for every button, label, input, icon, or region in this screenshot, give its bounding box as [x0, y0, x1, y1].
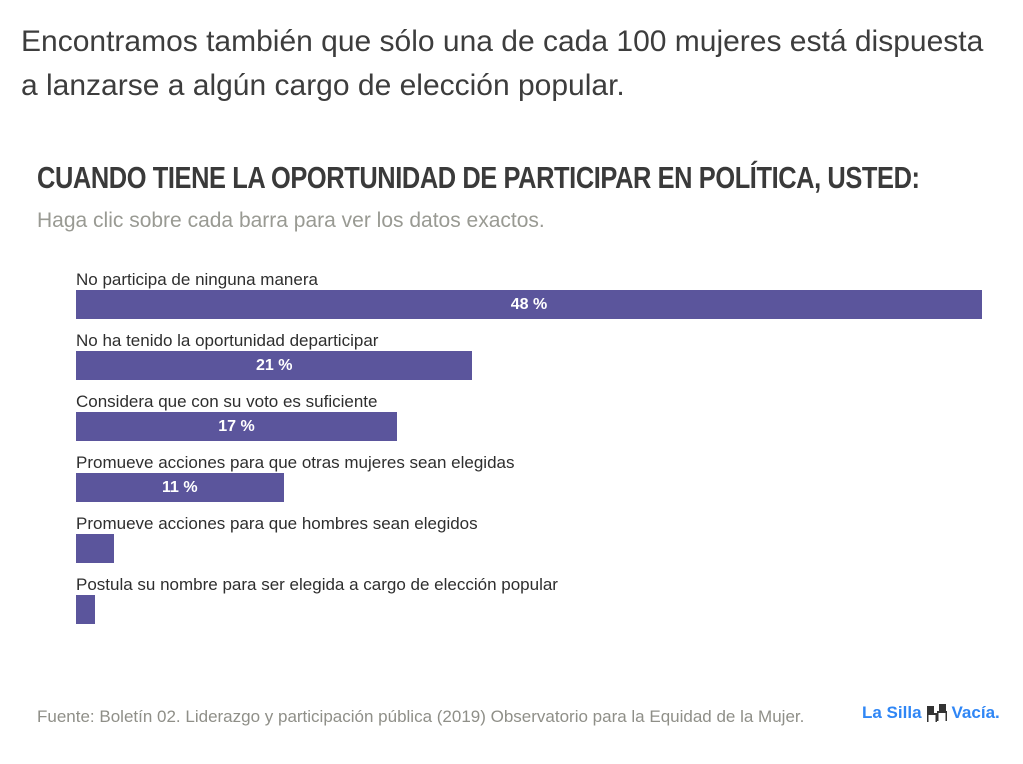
bar-label: Promueve acciones para que hombres sean …: [76, 514, 478, 533]
logo-text-right: Vacía.: [951, 703, 1000, 722]
bar-value-label: 48 %: [510, 296, 548, 313]
bar-row: Postula su nombre para ser elegida a car…: [76, 573, 1006, 634]
bar-row: Promueve acciones para que hombres sean …: [76, 512, 1006, 573]
source-note: Fuente: Boletín 02. Liderazgo y particip…: [37, 707, 805, 726]
bar-label: Postula su nombre para ser elegida a car…: [76, 575, 558, 594]
bar-value-label: 11 %: [162, 479, 198, 496]
bar[interactable]: [76, 534, 114, 563]
logo-text-left: La Silla: [862, 703, 922, 722]
la-silla-vacia-logo[interactable]: La Silla Vacía.: [862, 703, 1000, 723]
bar-label: Considera que con su voto es suficiente: [76, 392, 378, 411]
bar-value-label: 17 %: [218, 418, 255, 435]
intro-text: Encontramos también que sólo una de cada…: [21, 25, 984, 102]
bar-label: No participa de ninguna manera: [76, 270, 318, 289]
bar-label: Promueve acciones para que otras mujeres…: [76, 453, 515, 472]
bar[interactable]: 21 %: [76, 351, 473, 380]
chart-subtitle: Haga clic sobre cada barra para ver los …: [37, 209, 545, 232]
bar-chart: No participa de ninguna manera 48 % No h…: [76, 268, 1006, 634]
bar-row: Promueve acciones para que otras mujeres…: [76, 451, 1006, 512]
bar-row: No ha tenido la oportunidad departicipar…: [76, 329, 1006, 390]
chairs-icon: [926, 704, 948, 722]
bar-value-label: 21 %: [255, 357, 293, 374]
bar-row: No participa de ninguna manera 48 %: [76, 268, 1006, 329]
bar-row: Considera que con su voto es suficiente …: [76, 390, 1006, 451]
chart-title: CUANDO TIENE LA OPORTUNIDAD DE PARTICIPA…: [37, 160, 920, 195]
bar[interactable]: 17 %: [76, 412, 397, 441]
bar-label: No ha tenido la oportunidad departicipar: [76, 331, 379, 350]
bar[interactable]: 11 %: [76, 473, 284, 502]
bar[interactable]: [76, 595, 95, 624]
bar[interactable]: 48 %: [76, 290, 982, 319]
